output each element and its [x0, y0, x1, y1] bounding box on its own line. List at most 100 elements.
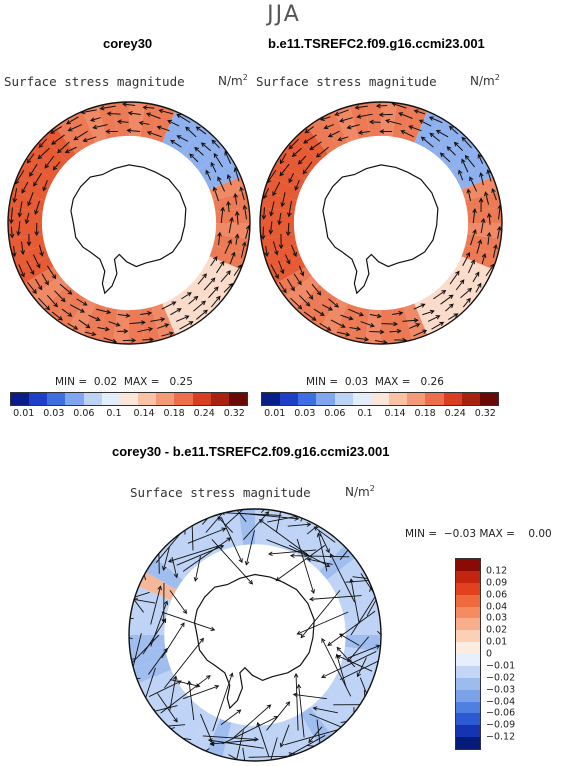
- stress-vector: [227, 201, 230, 213]
- stress-vector-head: [382, 543, 386, 547]
- stress-vector: [313, 308, 325, 316]
- panel2-colorbar-swatch: [280, 393, 299, 405]
- stress-vector-head: [472, 228, 477, 234]
- stress-vector-head: [183, 509, 189, 513]
- diff-colorbar-tick-label: −0.04: [486, 696, 516, 707]
- stress-vector: [147, 131, 162, 138]
- stress-vector-head: [210, 161, 215, 167]
- stress-ring-cell: [155, 545, 191, 580]
- stress-vector-head: [193, 576, 199, 582]
- stress-ring-cell: [17, 162, 54, 190]
- diff-title: corey30 - b.e11.TSREFC2.f09.g16.ccmi23.0…: [112, 444, 390, 459]
- stress-vector-head: [114, 573, 118, 577]
- stress-vector: [413, 303, 425, 310]
- stress-vector: [170, 308, 182, 316]
- panel1-colorbar-swatch: [174, 393, 193, 405]
- diff-colorbar-tick-label: −0.03: [486, 684, 516, 696]
- stress-vector-head: [164, 323, 170, 328]
- stress-vector: [137, 328, 153, 333]
- stress-ring-cell: [461, 245, 498, 270]
- stress-vector-head: [176, 113, 182, 119]
- stress-vector: [294, 179, 300, 191]
- panel2-colorbar-tick-label: 0.24: [444, 408, 466, 419]
- diff-colorbar-tick-label: −0.02: [486, 672, 516, 684]
- stress-vector: [296, 538, 315, 594]
- stress-vector: [446, 146, 456, 156]
- stress-ring-cell: [465, 234, 501, 255]
- stress-vector-head: [187, 680, 192, 686]
- stress-vector: [143, 106, 155, 109]
- stress-vector-head: [238, 558, 243, 564]
- stress-vector: [340, 314, 353, 320]
- stress-vector-head: [347, 657, 352, 663]
- diff-colorbar-swatch: [456, 559, 480, 571]
- stress-vector-head: [98, 606, 102, 610]
- stress-vector-head: [129, 681, 132, 687]
- stress-vector-head: [217, 176, 222, 182]
- stress-vector: [182, 537, 231, 572]
- stress-vector-head: [385, 118, 391, 124]
- stress-vector-head: [205, 169, 210, 175]
- stress-ring-cell: [133, 586, 172, 612]
- stress-vector-head: [261, 214, 267, 220]
- stress-vector-head: [310, 589, 316, 594]
- stress-vector-head: [413, 109, 419, 114]
- stress-vector-head: [349, 578, 354, 584]
- panel1-colorbar-swatch: [29, 393, 48, 405]
- stress-vector: [34, 278, 43, 290]
- stress-ring-cell: [165, 699, 200, 735]
- stress-vector-head: [277, 220, 282, 226]
- stress-vector: [57, 141, 70, 154]
- stress-vector: [25, 212, 30, 224]
- stress-vector: [472, 272, 480, 283]
- stress-vector: [234, 193, 238, 205]
- stress-vector-head: [169, 331, 175, 337]
- stress-vector-head: [366, 696, 371, 702]
- stress-vector: [169, 590, 187, 614]
- antarctica-coastline: [193, 573, 315, 710]
- stress-vector-head: [38, 143, 44, 148]
- stress-vector: [220, 517, 243, 563]
- stress-vector: [402, 319, 418, 322]
- stress-vector: [51, 134, 65, 145]
- stress-vector: [161, 622, 185, 659]
- stress-vector: [26, 281, 37, 294]
- stress-vector: [10, 226, 13, 238]
- stress-vector: [194, 147, 204, 156]
- stress-vector: [398, 112, 413, 119]
- stress-vector-head: [413, 318, 419, 323]
- stress-vector: [330, 553, 355, 603]
- stress-vector-head: [173, 573, 179, 579]
- stress-vector-head: [17, 212, 23, 218]
- stress-vector-head: [213, 152, 219, 158]
- stress-vector: [26, 260, 35, 275]
- stress-vector-head: [466, 188, 472, 194]
- stress-vector-head: [149, 337, 155, 342]
- stress-vector: [50, 126, 62, 134]
- stress-vector-head: [327, 641, 333, 646]
- stress-vector: [419, 119, 432, 127]
- diff-colorbar-labels: 0.12 0.09 0.06 0.04 0.03 0.02 0.01 0 −0.01 −0.02−…: [486, 558, 536, 750]
- panel1-stress-map: [7, 101, 251, 345]
- stress-vector-head: [60, 297, 66, 303]
- stress-vector: [440, 152, 451, 163]
- stress-vector: [292, 147, 302, 157]
- stress-vector-head: [396, 328, 402, 334]
- diff-colorbar-tick-label: 0.12: [486, 565, 508, 577]
- stress-vector: [185, 126, 197, 138]
- stress-vector: [196, 126, 207, 135]
- stress-ring-cell: [334, 106, 359, 143]
- stress-vector-head: [123, 328, 129, 334]
- stress-vector-head: [302, 169, 308, 175]
- diff-colorbar-swatch: [456, 689, 480, 702]
- stress-vector: [129, 658, 135, 665]
- stress-vector-head: [480, 217, 486, 223]
- stress-vector-head: [351, 730, 357, 735]
- stress-ring-cell: [260, 223, 295, 239]
- diff-min: −0.03: [443, 528, 477, 540]
- stress-vector-head: [379, 603, 381, 609]
- stress-vector-head: [296, 683, 302, 689]
- stress-vector: [212, 673, 233, 732]
- stress-vector: [230, 730, 244, 761]
- stress-vector: [313, 707, 338, 714]
